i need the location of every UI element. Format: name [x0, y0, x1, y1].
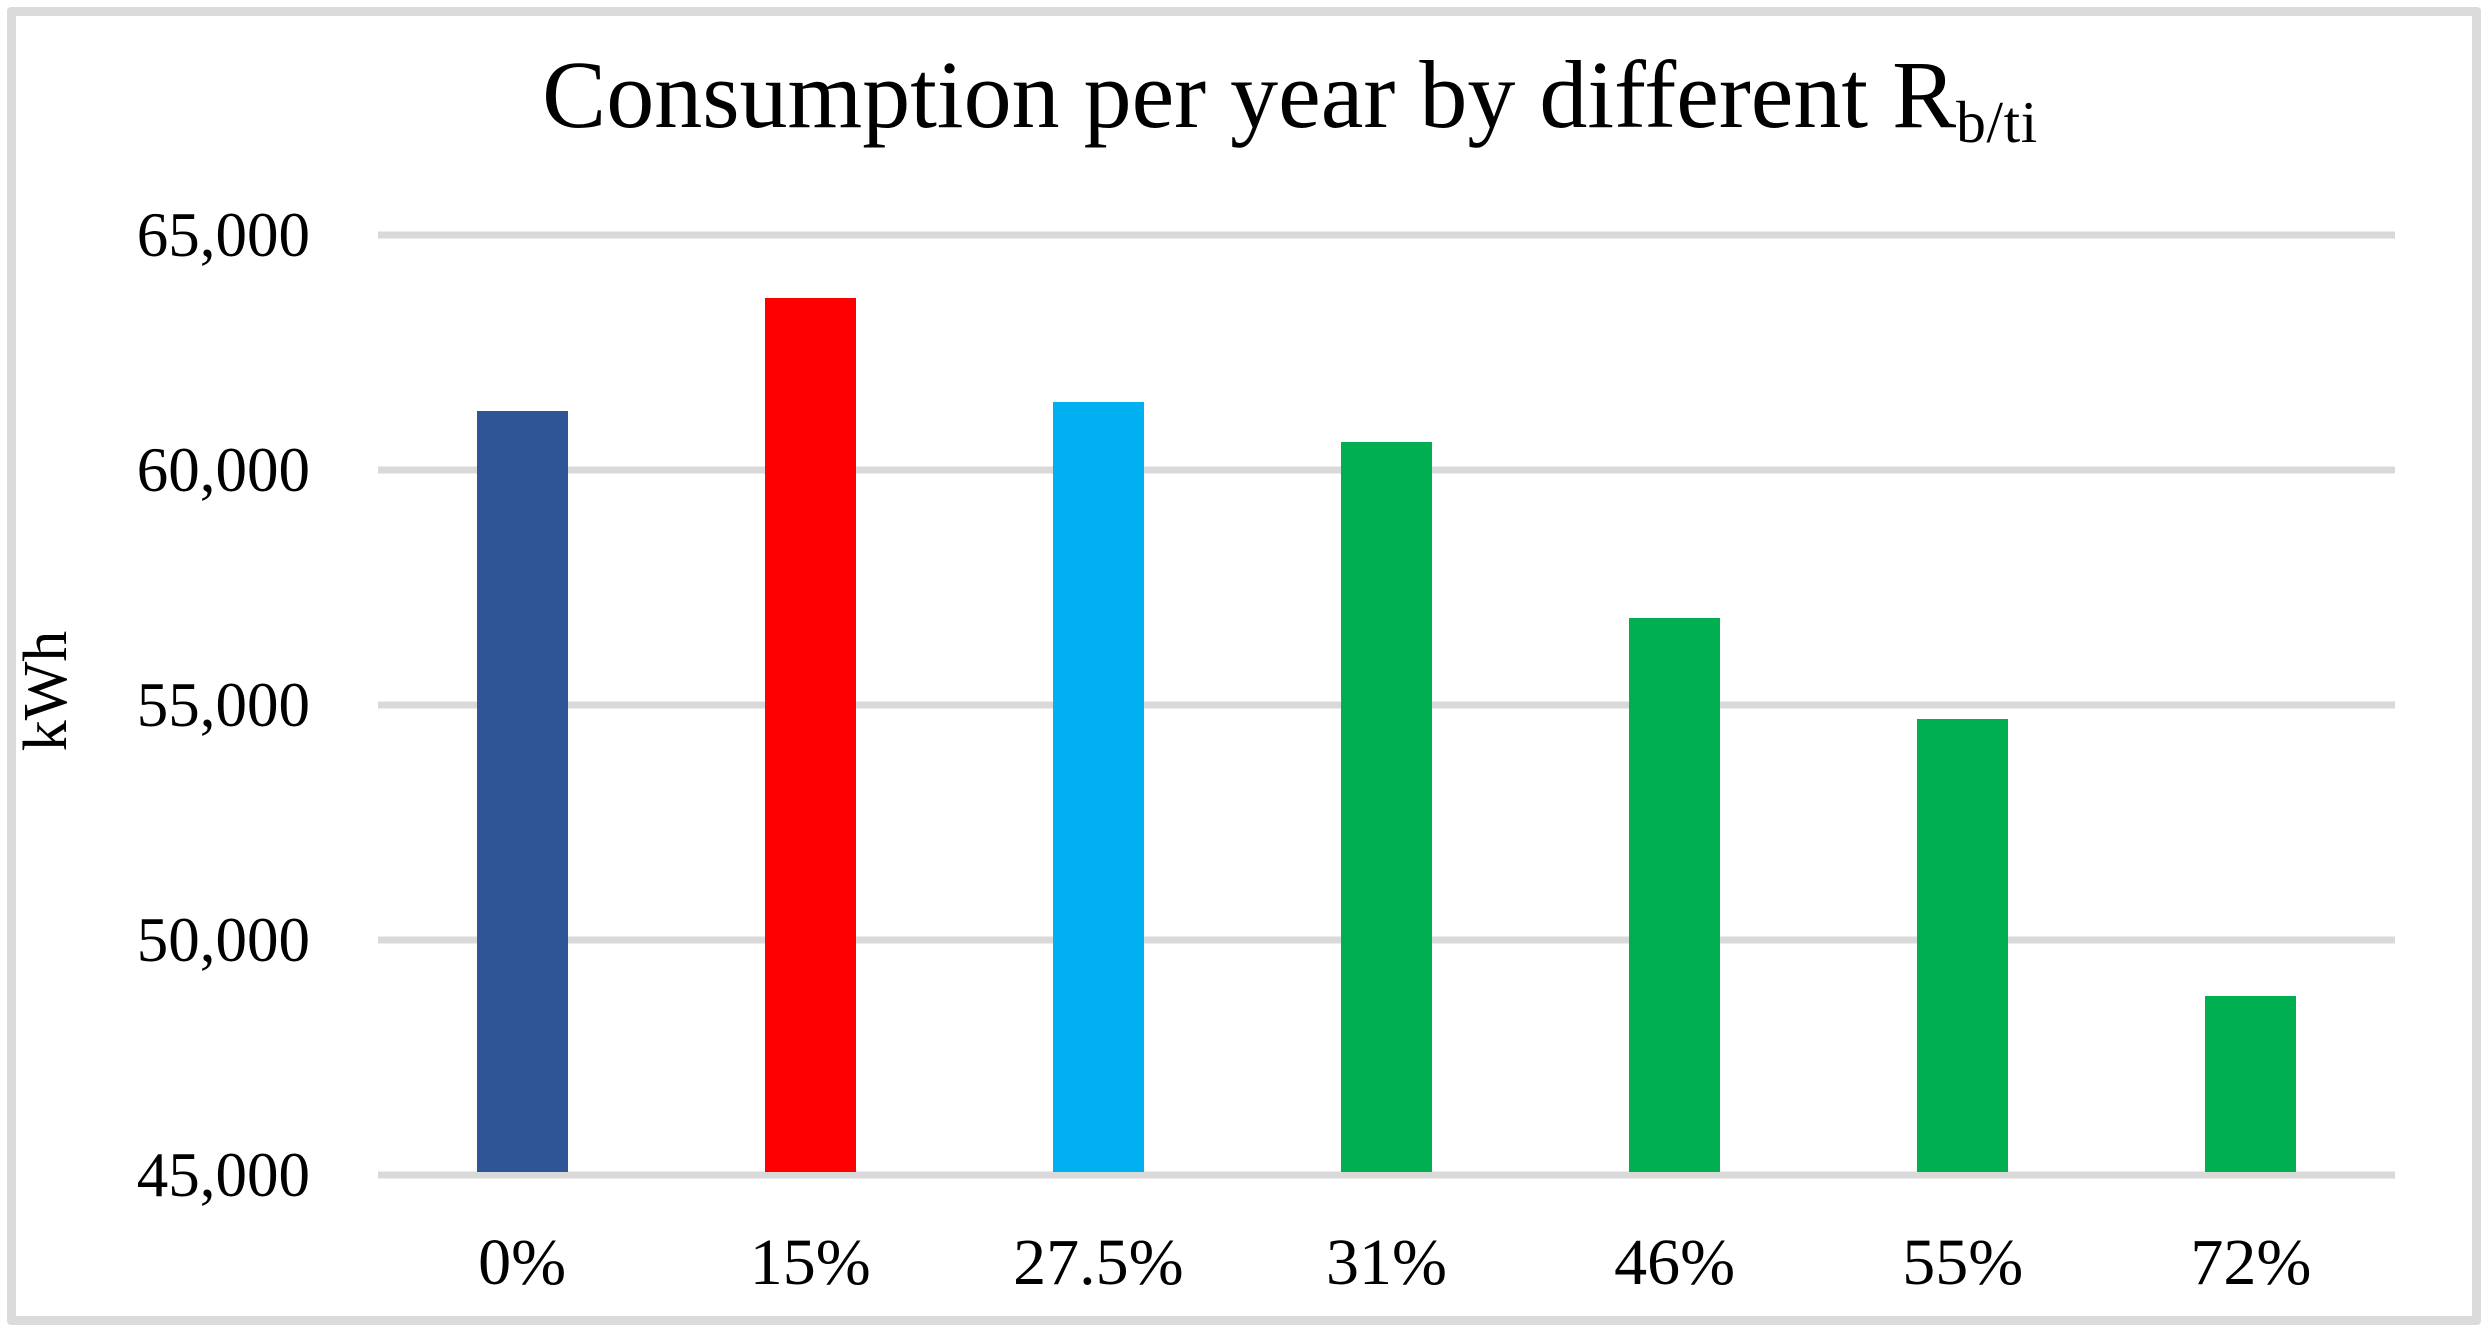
y-tick-label-45000: 45,000 [136, 1140, 310, 1210]
y-tick-label-60000: 60,000 [136, 435, 310, 505]
chart-title: Consumption per year by different Rb/ti [100, 30, 2480, 160]
chart-title-main: Consumption per year by different R [542, 41, 1957, 148]
y-tick-label-50000: 50,000 [136, 905, 310, 975]
bar-1-15% [764, 298, 856, 1172]
y-tick-label-55000: 55,000 [136, 670, 310, 740]
bar-2-27.5% [1052, 401, 1144, 1172]
x-tick-label-31%: 31% [1326, 1226, 1447, 1299]
y-tick-label-65000: 65,000 [136, 200, 310, 270]
x-tick-label-27.5%: 27.5% [1013, 1226, 1184, 1299]
plot-area [378, 231, 2395, 1179]
bar-5-55% [1917, 719, 2009, 1172]
x-tick-label-15%: 15% [749, 1226, 871, 1299]
x-tick-label-72%: 72% [2190, 1226, 2312, 1299]
gridline-45000 [378, 1171, 2395, 1179]
bar-0-0% [476, 411, 568, 1172]
x-tick-label-46%: 46% [1614, 1226, 1736, 1299]
gridline-65000 [378, 231, 2395, 239]
x-tick-label-55%: 55% [1902, 1226, 2024, 1299]
bar-3-31% [1341, 441, 1432, 1172]
x-tick-label-0%: 0% [478, 1226, 567, 1299]
chart-title-subscript: b/ti [1956, 88, 2038, 155]
bar-6-72% [2205, 996, 2297, 1172]
bar-4-46% [1629, 618, 1721, 1172]
